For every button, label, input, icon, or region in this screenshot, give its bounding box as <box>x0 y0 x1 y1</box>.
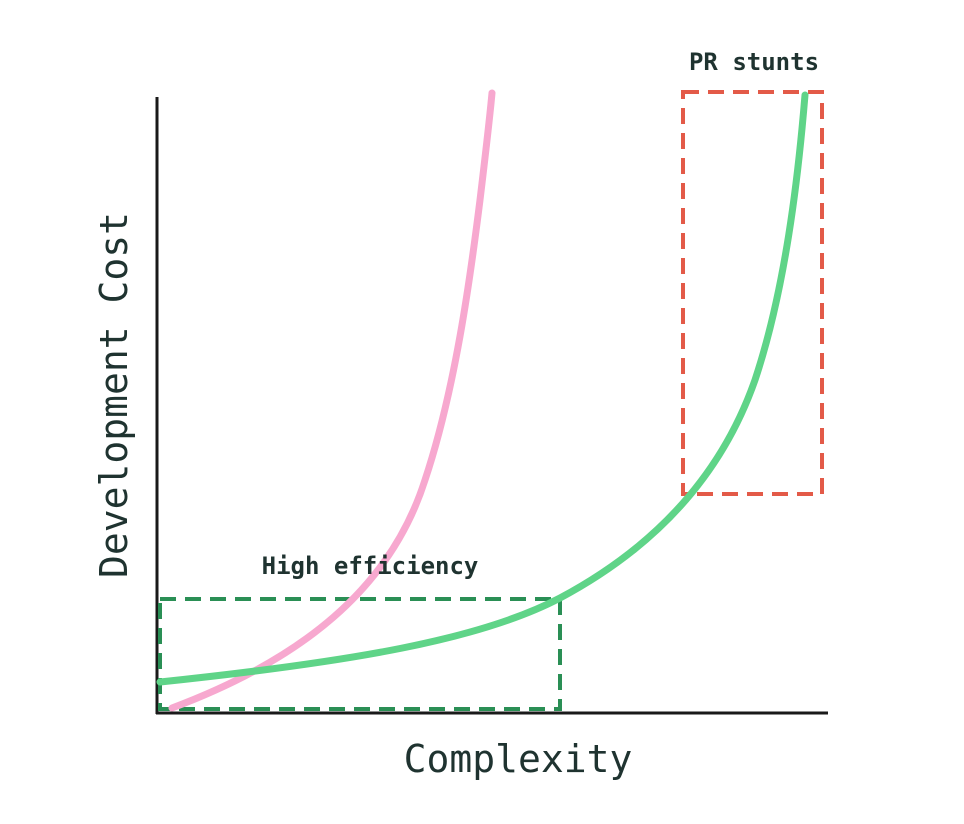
pink-curve <box>168 89 496 712</box>
green-curve <box>156 91 809 686</box>
pr-stunts-label: PR stunts <box>689 48 819 76</box>
high-efficiency-box <box>158 597 562 711</box>
y-axis-label: Development Cost <box>92 212 136 578</box>
pr-stunts-box <box>681 90 824 496</box>
high-efficiency-label: High efficiency <box>262 552 479 580</box>
x-axis-label: Complexity <box>404 737 633 781</box>
